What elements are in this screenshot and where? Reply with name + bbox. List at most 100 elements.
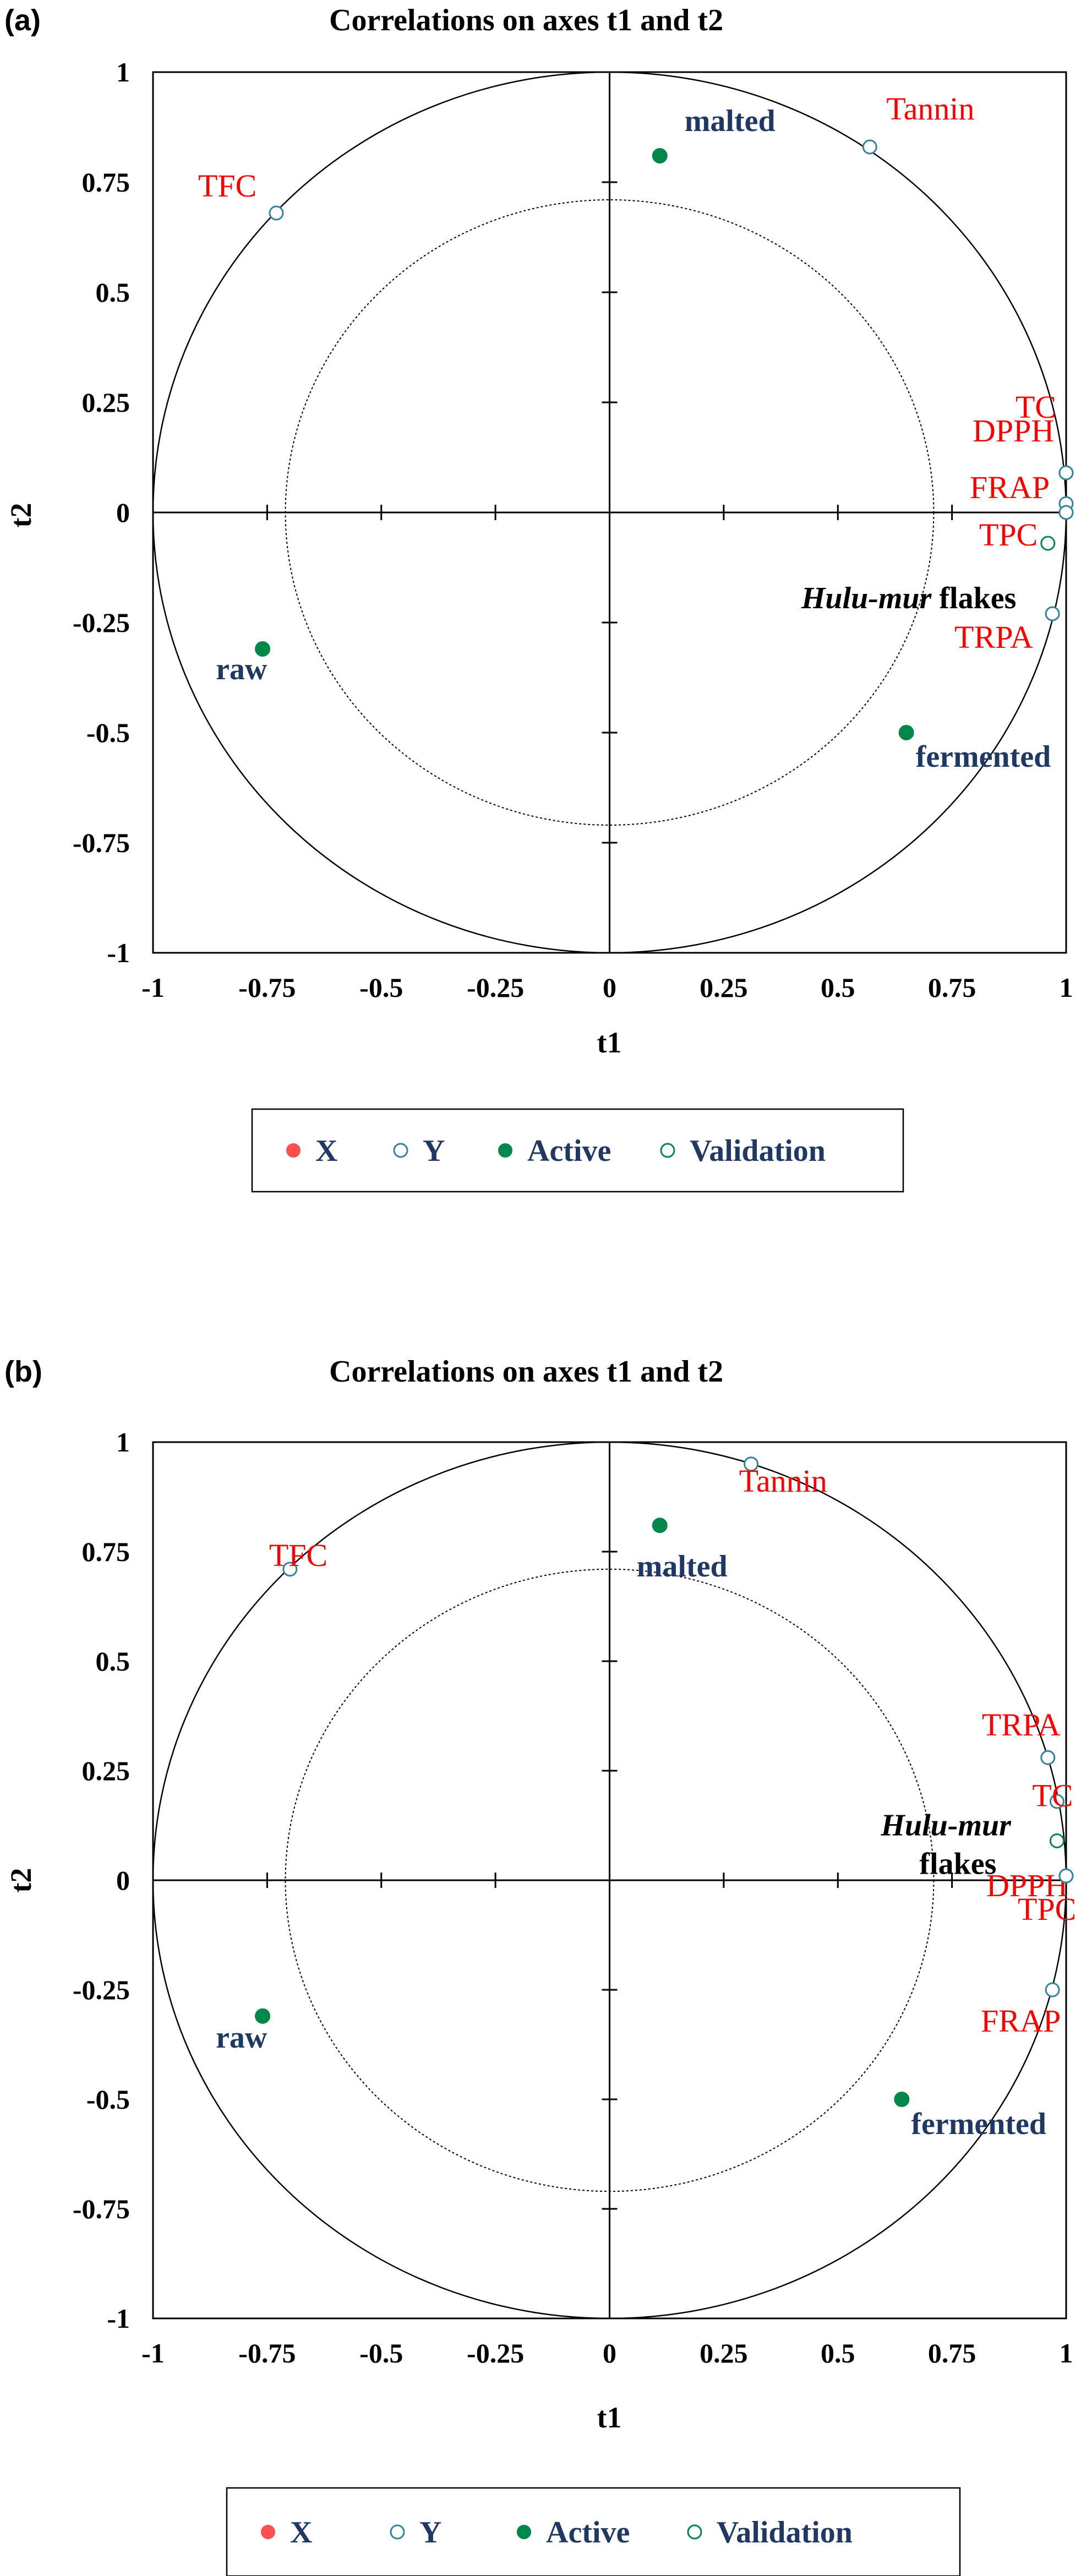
x-tick-label: 0.25 xyxy=(700,2338,748,2368)
legend-box xyxy=(226,2487,961,2576)
panel-tag: (b) xyxy=(4,1355,42,1388)
point-y-tc xyxy=(1049,1794,1064,1809)
point-label-malted: malted xyxy=(637,1549,728,1584)
legend-label-y: Y xyxy=(423,1134,445,1168)
point-y-trpa xyxy=(1040,1750,1056,1765)
point-label-tc: TC xyxy=(1015,389,1056,425)
point-label-dpph: DPPH xyxy=(986,1868,1068,1903)
x-tick-label: -0.75 xyxy=(238,972,296,1003)
point-label-hulu-mur-flakes: Hulu-mur flakes xyxy=(880,1808,1019,1881)
legend-label-x: X xyxy=(290,2515,312,2550)
y-tick-label: -1 xyxy=(107,937,130,968)
panel-tag: (a) xyxy=(4,4,41,37)
point-label-malted: malted xyxy=(685,104,776,138)
legend-marker-x xyxy=(261,2525,275,2539)
x-tick-label: 1 xyxy=(1060,2338,1073,2368)
point-y-tpc xyxy=(1058,505,1074,520)
x-tick-label: -0.5 xyxy=(359,2338,403,2368)
x-tick-label: 0 xyxy=(603,972,616,1003)
legend-label-y: Y xyxy=(419,2515,441,2550)
legend-label-active: Active xyxy=(527,1134,611,1168)
point-label-frap: FRAP xyxy=(970,470,1050,505)
point-y-frap xyxy=(1045,1982,1060,1998)
x-tick-label: 0.25 xyxy=(700,972,748,1003)
y-tick-label: 1 xyxy=(116,1427,130,1458)
x-tick-label: 0 xyxy=(603,2338,616,2368)
y-axis-label: t2 xyxy=(4,503,37,528)
legend-label-x: X xyxy=(315,1134,337,1168)
y-tick-label: 0 xyxy=(116,497,130,528)
point-active-raw xyxy=(255,641,271,657)
point-label-fermented: fermented xyxy=(916,740,1051,774)
legend-label-active: Active xyxy=(546,2515,630,2550)
x-tick-label: -0.5 xyxy=(359,972,403,1003)
point-label-frap: FRAP xyxy=(981,2003,1061,2039)
point-y-tannin xyxy=(862,139,877,155)
legend-marker-y xyxy=(390,2524,405,2540)
y-tick-label: 0.5 xyxy=(96,277,130,308)
point-label-tpc: TPC xyxy=(1018,1891,1076,1927)
y-tick-label: -0.25 xyxy=(73,607,130,638)
point-label-tc: TC xyxy=(1032,1778,1073,1814)
legend-marker-validation xyxy=(660,1143,675,1158)
y-tick-label: 1 xyxy=(116,57,130,88)
legend-marker-validation xyxy=(687,2524,702,2540)
y-tick-label: 0.25 xyxy=(82,387,130,418)
x-tick-label: 1 xyxy=(1060,972,1073,1003)
point-validation-hulu-mur-flakes xyxy=(1040,536,1056,551)
point-label-dpph: DPPH xyxy=(973,413,1054,449)
point-label-trpa: TRPA xyxy=(954,619,1033,655)
y-tick-label: 0.5 xyxy=(96,1646,130,1677)
legend-box xyxy=(251,1108,904,1193)
y-tick-label: -0.5 xyxy=(86,2084,130,2115)
point-label-raw: raw xyxy=(216,2021,267,2055)
point-y-tfc xyxy=(282,1562,298,1577)
point-active-fermented xyxy=(898,725,914,740)
point-label-tannin: Tannin xyxy=(886,91,974,127)
x-tick-label: -1 xyxy=(141,972,165,1003)
point-active-fermented xyxy=(894,2092,910,2107)
legend-label-validation: Validation xyxy=(690,1134,826,1168)
point-y-dpph xyxy=(1058,465,1074,481)
legend-marker-x xyxy=(286,1143,301,1158)
point-active-raw xyxy=(255,2008,271,2024)
legend-marker-active xyxy=(517,2525,531,2539)
y-tick-label: -1 xyxy=(107,2303,130,2334)
x-axis-label: t1 xyxy=(597,2401,622,2434)
y-tick-label: 0 xyxy=(116,1865,130,1896)
point-label-tpc: TPC xyxy=(979,517,1038,553)
y-axis-label: t2 xyxy=(4,1868,37,1893)
x-tick-label: -0.75 xyxy=(238,2338,296,2368)
point-y-tannin xyxy=(744,1456,759,1472)
point-validation-hulu-mur-flakes xyxy=(1049,1833,1064,1848)
x-tick-label: 0.75 xyxy=(928,972,976,1003)
point-label-tfc: TFC xyxy=(198,168,256,204)
legend-marker-y xyxy=(393,1143,408,1158)
x-tick-label: 0.5 xyxy=(821,2338,855,2368)
point-label-tfc: TFC xyxy=(269,1537,327,1573)
legend-marker-active xyxy=(498,1143,512,1158)
y-tick-label: -0.5 xyxy=(86,717,130,748)
chart-title: Correlations on axes t1 and t2 xyxy=(329,1355,723,1389)
x-tick-label: -1 xyxy=(141,2338,165,2368)
point-label-fermented: fermented xyxy=(911,2107,1046,2141)
point-y-tfc xyxy=(269,205,284,221)
point-label-hulu-mur-flakes: Hulu-mur flakes xyxy=(801,581,1017,615)
chart-panel-b: (b) Correlations on axes t1 and t2 -1 -0.75… xyxy=(4,1355,1076,2576)
y-tick-label: 0.25 xyxy=(82,1755,130,1786)
x-tick-label: -0.25 xyxy=(467,972,524,1003)
point-label-trpa: TRPA xyxy=(982,1707,1061,1743)
point-active-malted xyxy=(652,148,668,163)
x-axis-label: t1 xyxy=(597,1026,622,1059)
point-label-raw: raw xyxy=(216,652,267,686)
x-tick-label: -0.25 xyxy=(467,2338,524,2368)
y-tick-label: 0.75 xyxy=(82,1536,130,1567)
point-y-trpa xyxy=(1045,606,1060,621)
chart-panel-a: (a) Correlations on axes t1 and t2 -1 -0.75… xyxy=(4,3,1074,1193)
x-tick-label: 0.75 xyxy=(928,2338,976,2368)
legend-label-validation: Validation xyxy=(717,2515,853,2550)
point-y-tpc xyxy=(1058,1868,1074,1884)
x-tick-label: 0.5 xyxy=(821,972,855,1003)
